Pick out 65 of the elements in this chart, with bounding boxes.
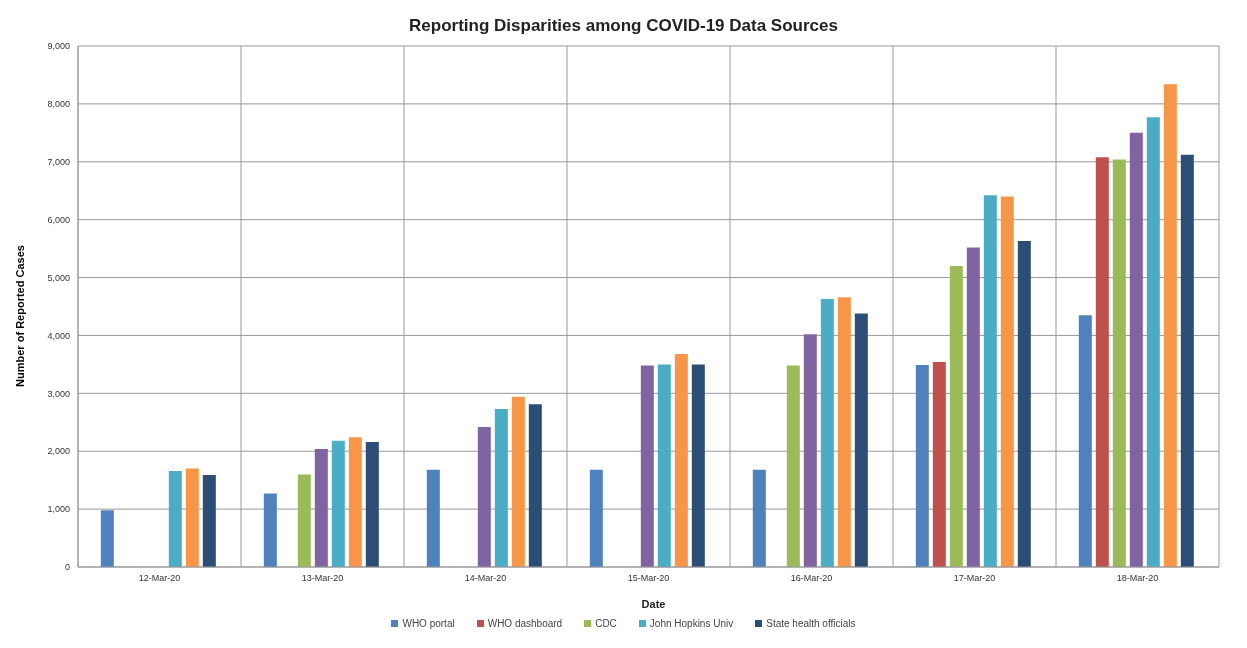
y-tick-label: 9,000 [47, 41, 70, 52]
legend-label: WHO dashboard [486, 618, 563, 629]
bar [314, 448, 328, 567]
y-tick-label: 0 [64, 562, 70, 573]
bar [1112, 159, 1126, 567]
bar [691, 364, 705, 567]
chart-title: Reporting Disparities among COVID-19 Data Sources [408, 16, 839, 36]
y-tick-label: 2,000 [47, 446, 70, 457]
bar [477, 426, 491, 567]
bar [168, 470, 182, 567]
y-tick-label: 6,000 [47, 214, 70, 225]
x-tick-label: 15-Mar-20 [627, 573, 670, 584]
bar [426, 469, 440, 567]
bar [657, 364, 671, 567]
bar [640, 365, 654, 567]
bar [1180, 154, 1194, 567]
bar [1078, 315, 1092, 567]
bar [348, 437, 362, 567]
x-tick-label: 13-Mar-20 [301, 573, 344, 584]
y-tick-label: 3,000 [47, 388, 70, 399]
legend-label: State health officials [765, 618, 856, 629]
x-tick-label: 12-Mar-20 [138, 573, 181, 584]
bar [752, 469, 766, 567]
bar [1095, 157, 1109, 567]
y-axis-title: Number of Reported Cases [14, 245, 26, 387]
bar [494, 408, 508, 567]
bar [674, 353, 688, 567]
bar [185, 468, 199, 567]
bar [803, 334, 817, 567]
bar [932, 362, 946, 567]
bar [365, 441, 379, 567]
bar [297, 474, 311, 567]
y-tick-label: 5,000 [47, 272, 70, 283]
bar [1017, 241, 1031, 567]
bar [837, 297, 851, 567]
bar [331, 440, 345, 567]
bar [589, 469, 603, 567]
legend-label: John Hopkins Univ [648, 618, 734, 629]
bar [854, 313, 868, 567]
bar [1146, 117, 1160, 567]
bar [511, 396, 525, 567]
bar [966, 247, 980, 567]
y-tick-label: 8,000 [47, 99, 70, 110]
y-tick-label: 4,000 [47, 330, 70, 341]
x-tick-label: 16-Mar-20 [790, 573, 833, 584]
legend-label: CDC [594, 618, 617, 629]
x-tick-label: 14-Mar-20 [464, 573, 507, 584]
x-tick-label: 18-Mar-20 [1116, 573, 1159, 584]
bar [1129, 132, 1143, 567]
bar [983, 195, 997, 567]
bar [100, 510, 114, 567]
x-axis-title: Date [640, 597, 667, 612]
bar [1000, 196, 1014, 567]
bar [820, 298, 834, 567]
bar [915, 364, 929, 567]
x-tick-label: 17-Mar-20 [953, 573, 996, 584]
bar [263, 493, 277, 567]
bar [786, 365, 800, 567]
y-tick-label: 7,000 [47, 156, 70, 167]
bar [949, 265, 963, 567]
y-tick-label: 1,000 [47, 504, 70, 515]
legend-label: WHO portal [401, 618, 455, 629]
bar [528, 404, 542, 567]
bar [1163, 84, 1177, 567]
bar [202, 474, 216, 567]
